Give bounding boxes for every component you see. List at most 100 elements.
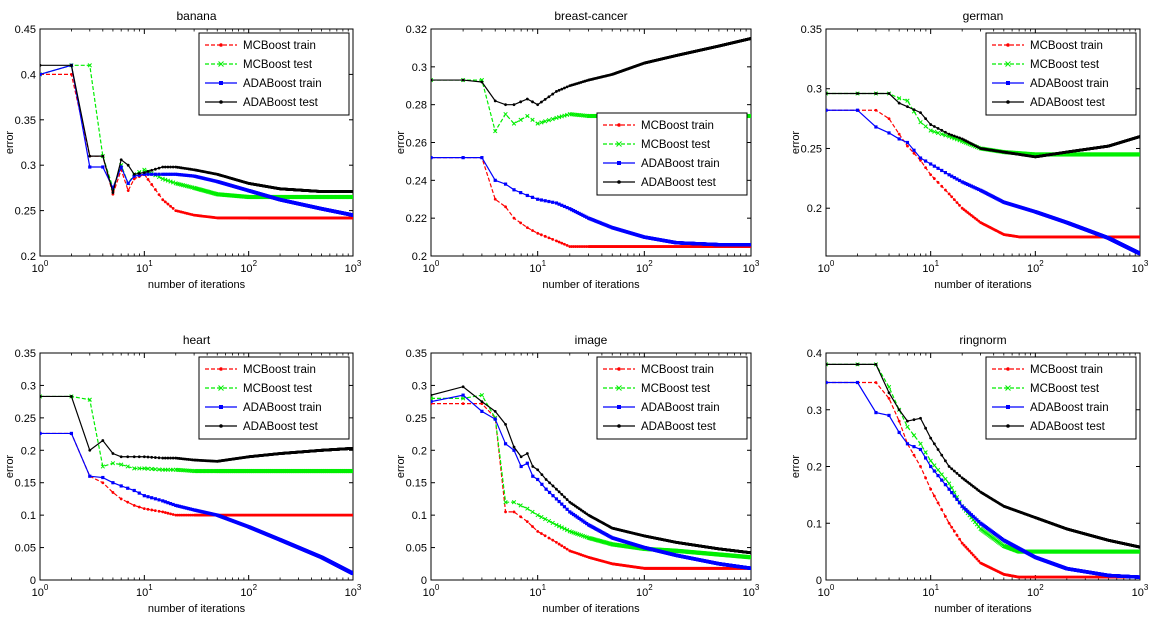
series-marker [351,216,353,220]
series-marker [493,99,497,103]
series-marker [540,100,543,104]
x-tick-label: 101 [529,259,546,275]
series-marker [928,128,933,133]
series-marker [157,193,161,197]
y-tick-label: 0.35 [15,115,36,127]
series-marker [855,108,860,112]
x-tick-label: 102 [1027,259,1044,275]
series-marker [174,172,178,176]
series-marker [431,77,434,83]
series-marker [936,181,940,184]
series-marker [939,131,944,137]
series-marker [512,216,516,220]
series-marker [969,184,973,188]
series-marker [169,165,172,169]
y-tick-label: 0.35 [801,24,822,36]
x-tick-label: 101 [922,259,939,275]
series-marker [897,132,901,136]
series-marker [551,237,555,241]
series-marker [512,188,516,192]
series-marker [480,80,484,84]
series-marker [187,173,191,178]
series-marker [504,205,507,209]
series-marker [536,103,540,107]
series-marker [554,201,559,205]
series-marker [150,168,154,172]
series-marker [950,174,954,178]
series-marker [932,177,936,180]
series-marker [560,87,564,91]
x-axis-label: number of iterations [542,279,640,291]
series-marker [150,183,154,186]
y-tick-label: 0.32 [406,24,427,36]
series-marker [905,98,910,103]
series-marker [551,200,555,204]
series-marker [962,181,966,185]
series-marker [70,63,73,67]
series-marker [166,172,170,176]
series-marker [950,195,954,199]
series-marker [546,118,552,123]
legend-label: MCBoost test [243,59,313,71]
series-marker [958,203,961,207]
series-marker [543,199,547,203]
series-marker [952,136,957,141]
series-marker [142,171,146,174]
series-marker [503,111,508,117]
series-marker [518,117,523,122]
series-marker [973,186,977,190]
series-marker [557,88,561,92]
series-marker [40,63,42,67]
y-tick-label: 0.2 [807,203,822,215]
series-marker [557,202,561,206]
series-marker [461,78,465,82]
series-marker [171,172,175,176]
legend-marker [617,161,621,165]
series-marker [932,164,936,168]
x-tick-label: 103 [1132,259,1149,275]
series-marker [579,212,583,216]
series-marker [169,204,172,208]
series-marker [161,172,165,176]
x-tick-label: 100 [423,259,440,275]
series-marker [748,113,751,119]
x-tick-label: 103 [743,259,760,275]
series-marker [146,172,150,176]
x-tick-label: 102 [636,259,653,275]
series-group [40,63,353,220]
series-marker [952,198,956,202]
series-marker [166,202,170,206]
series-marker [132,172,136,176]
series-marker [747,113,751,119]
series-marker [943,171,948,175]
legend-label: ADABoost test [641,177,717,189]
series-marker [565,205,569,210]
series-marker [168,172,173,176]
series-marker [519,100,523,104]
series-marker [185,173,189,177]
series-marker [530,195,535,199]
series-marker [536,231,540,235]
series-marker [163,200,167,204]
chart-title: banana [176,9,216,23]
x-axis-label: number of iterations [148,279,246,291]
series-marker [897,137,901,141]
legend-marker [617,180,621,184]
series-marker [531,100,534,104]
series-marker [132,177,136,181]
y-tick-label: 0.4 [21,69,36,81]
series-marker [535,121,540,126]
series-marker [157,172,161,176]
series-marker [88,165,92,169]
series-marker [1137,152,1140,157]
series-marker [119,165,123,169]
y-tick-label: 0.3 [21,160,36,172]
series-marker [111,186,115,190]
chart-title: german [963,9,1004,23]
series-marker [555,90,558,93]
series-marker [146,169,150,173]
series-marker [577,211,581,216]
